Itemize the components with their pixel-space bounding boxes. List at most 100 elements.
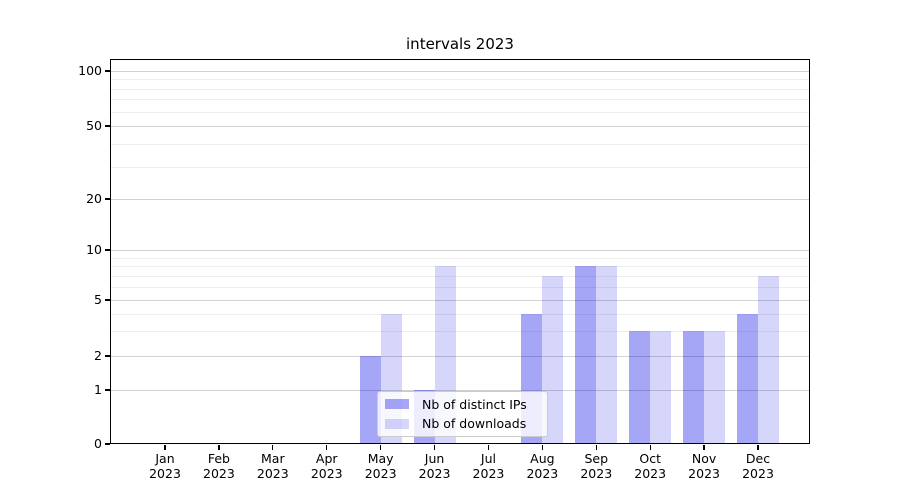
chart-title: intervals 2023 [406,35,514,53]
bar-distinct-ips-sep [575,266,597,444]
y-tick-label-1: 1 [94,382,102,397]
minor-gridline-8 [110,266,810,268]
major-gridline-50 [110,126,810,127]
bar-distinct-ips-nov [683,331,705,444]
legend: Nb of distinct IPs Nb of downloads [377,391,548,437]
legend-swatch-downloads [385,418,409,429]
major-gridline-1 [110,390,810,391]
legend-label-distinct-ips: Nb of distinct IPs [422,396,527,412]
x-tick-year: 2023 [203,466,235,481]
y-tick-label-10: 10 [86,242,102,257]
x-tick-mark-jul [487,444,490,450]
y-tick-label-20: 20 [86,191,102,206]
x-tick-year: 2023 [634,466,667,481]
x-tick-month: Dec [745,451,771,466]
y-tick-mark-100 [104,70,110,72]
x-tick-label-nov: Nov 2023 [672,451,736,481]
bar-downloads-oct [650,331,672,444]
bar-distinct-ips-may [359,356,381,444]
x-tick-label-mar: Mar 2023 [241,451,305,481]
x-tick-month: Nov [691,451,717,466]
x-tick-month: May [367,451,394,466]
x-tick-month: Feb [207,451,230,466]
x-tick-month: Sep [584,451,609,466]
y-tick-mark-5 [104,299,110,301]
y-tick-label-50: 50 [86,118,102,133]
x-tick-month: Jan [155,451,175,466]
minor-gridline-7 [110,275,810,277]
bar-downloads-dec [758,275,779,444]
x-tick-year: 2023 [149,466,181,481]
legend-swatch-distinct-ips [385,399,409,410]
major-gridline-10 [110,250,810,251]
x-tick-mark-dec [757,444,759,450]
y-tick-label-0: 0 [94,436,102,451]
x-tick-mark-jun [433,444,436,450]
x-tick-mark-sep [595,444,597,450]
y-tick-label-5: 5 [94,292,102,307]
x-tick-mark-jan [164,444,166,450]
plot-area [110,59,810,444]
x-tick-year: 2023 [742,466,774,481]
x-tick-year: 2023 [310,466,343,481]
major-gridline-5 [110,300,810,301]
x-tick-label-sep: Sep 2023 [564,451,628,481]
y-tick-mark-10 [104,249,110,251]
major-gridline-2 [110,356,810,357]
x-tick-mark-nov [703,444,705,450]
y-tick-mark-2 [104,355,110,357]
x-tick-month: Jul [480,451,496,466]
minor-gridline-90 [110,79,810,81]
y-tick-mark-20 [104,198,110,200]
x-tick-month: Oct [639,451,661,466]
x-tick-label-may: May 2023 [349,451,413,481]
x-tick-year: 2023 [580,466,613,481]
minor-gridline-4 [110,313,810,315]
x-tick-label-dec: Dec 2023 [726,451,790,481]
major-gridline-20 [110,199,810,200]
legend-item-distinct-ips: Nb of distinct IPs [385,395,547,414]
x-tick-label-aug: Aug 2023 [510,451,574,481]
y-tick-label-100: 100 [78,63,102,78]
minor-gridline-80 [110,88,810,90]
x-tick-label-jan: Jan 2023 [133,451,197,481]
minor-gridline-6 [110,286,810,288]
minor-gridline-70 [110,99,810,101]
x-tick-mark-aug [541,444,543,450]
x-tick-mark-oct [649,444,651,450]
x-tick-month: Jun [424,451,445,466]
x-tick-mark-feb [218,444,220,450]
x-tick-year: 2023 [688,466,720,481]
x-tick-month: Aug [530,451,555,466]
x-tick-year: 2023 [526,466,559,481]
x-tick-year: 2023 [364,466,397,481]
bar-distinct-ips-dec [737,313,758,444]
minor-gridline-3 [110,331,810,333]
x-tick-label-jul: Jul 2023 [456,451,520,481]
y-tick-mark-50 [104,125,110,127]
x-tick-month: Mar [261,451,285,466]
x-tick-label-jun: Jun 2023 [403,451,467,481]
minor-gridline-30 [110,166,810,168]
x-tick-year: 2023 [256,466,289,481]
x-tick-mark-may [379,444,382,450]
bar-distinct-ips-oct [629,331,651,444]
minor-gridline-9 [110,257,810,259]
bar-downloads-sep [596,266,618,444]
legend-label-downloads: Nb of downloads [422,416,527,432]
x-tick-year: 2023 [418,466,451,481]
x-tick-year: 2023 [472,466,505,481]
x-tick-mark-mar [272,444,274,450]
y-tick-mark-1 [104,389,110,391]
y-tick-label-2: 2 [94,348,102,363]
x-tick-label-oct: Oct 2023 [618,451,682,481]
legend-item-downloads: Nb of downloads [385,414,547,433]
bar-downloads-nov [704,331,726,444]
minor-gridline-40 [110,143,810,145]
major-gridline-100 [110,71,810,72]
x-tick-label-apr: Apr 2023 [295,451,359,481]
x-tick-mark-apr [326,444,328,450]
x-tick-month: Apr [315,451,338,466]
y-tick-mark-0 [104,443,110,445]
